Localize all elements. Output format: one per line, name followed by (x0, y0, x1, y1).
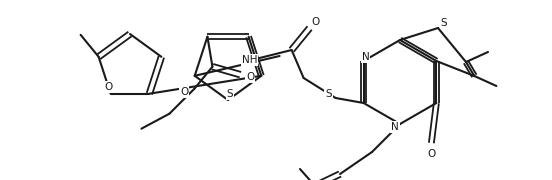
Text: O: O (246, 72, 254, 82)
Text: S: S (440, 18, 447, 28)
Text: O: O (311, 17, 320, 27)
Text: N: N (391, 122, 399, 132)
Text: N: N (362, 52, 369, 62)
Text: O: O (104, 82, 113, 92)
Text: O: O (181, 87, 189, 97)
Text: S: S (325, 89, 332, 99)
Text: O: O (427, 149, 436, 159)
Text: NH: NH (242, 55, 257, 65)
Text: S: S (227, 89, 233, 99)
